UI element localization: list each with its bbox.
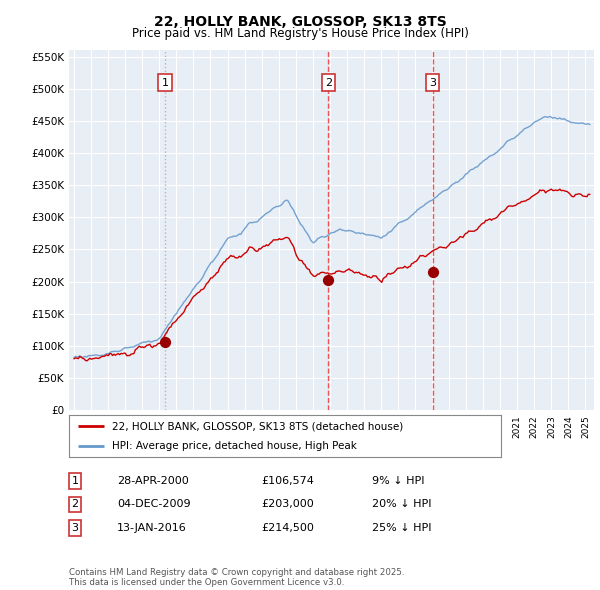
Text: HPI: Average price, detached house, High Peak: HPI: Average price, detached house, High… [112, 441, 357, 451]
Text: Price paid vs. HM Land Registry's House Price Index (HPI): Price paid vs. HM Land Registry's House … [131, 27, 469, 40]
Text: 25% ↓ HPI: 25% ↓ HPI [372, 523, 431, 533]
Text: 3: 3 [71, 523, 79, 533]
Text: 22, HOLLY BANK, GLOSSOP, SK13 8TS (detached house): 22, HOLLY BANK, GLOSSOP, SK13 8TS (detac… [112, 421, 403, 431]
Text: 22, HOLLY BANK, GLOSSOP, SK13 8TS: 22, HOLLY BANK, GLOSSOP, SK13 8TS [154, 15, 446, 29]
Point [428, 267, 437, 277]
Text: 2: 2 [71, 500, 79, 509]
Text: 2: 2 [325, 77, 332, 87]
Text: Contains HM Land Registry data © Crown copyright and database right 2025.
This d: Contains HM Land Registry data © Crown c… [69, 568, 404, 587]
Text: £214,500: £214,500 [261, 523, 314, 533]
Point [323, 275, 333, 284]
Text: 1: 1 [71, 476, 79, 486]
Text: £106,574: £106,574 [261, 476, 314, 486]
Text: 1: 1 [161, 77, 169, 87]
Text: 20% ↓ HPI: 20% ↓ HPI [372, 500, 431, 509]
Text: 9% ↓ HPI: 9% ↓ HPI [372, 476, 425, 486]
Text: 13-JAN-2016: 13-JAN-2016 [117, 523, 187, 533]
Point [160, 337, 170, 346]
Text: £203,000: £203,000 [261, 500, 314, 509]
Text: 28-APR-2000: 28-APR-2000 [117, 476, 189, 486]
Text: 04-DEC-2009: 04-DEC-2009 [117, 500, 191, 509]
Text: 3: 3 [429, 77, 436, 87]
